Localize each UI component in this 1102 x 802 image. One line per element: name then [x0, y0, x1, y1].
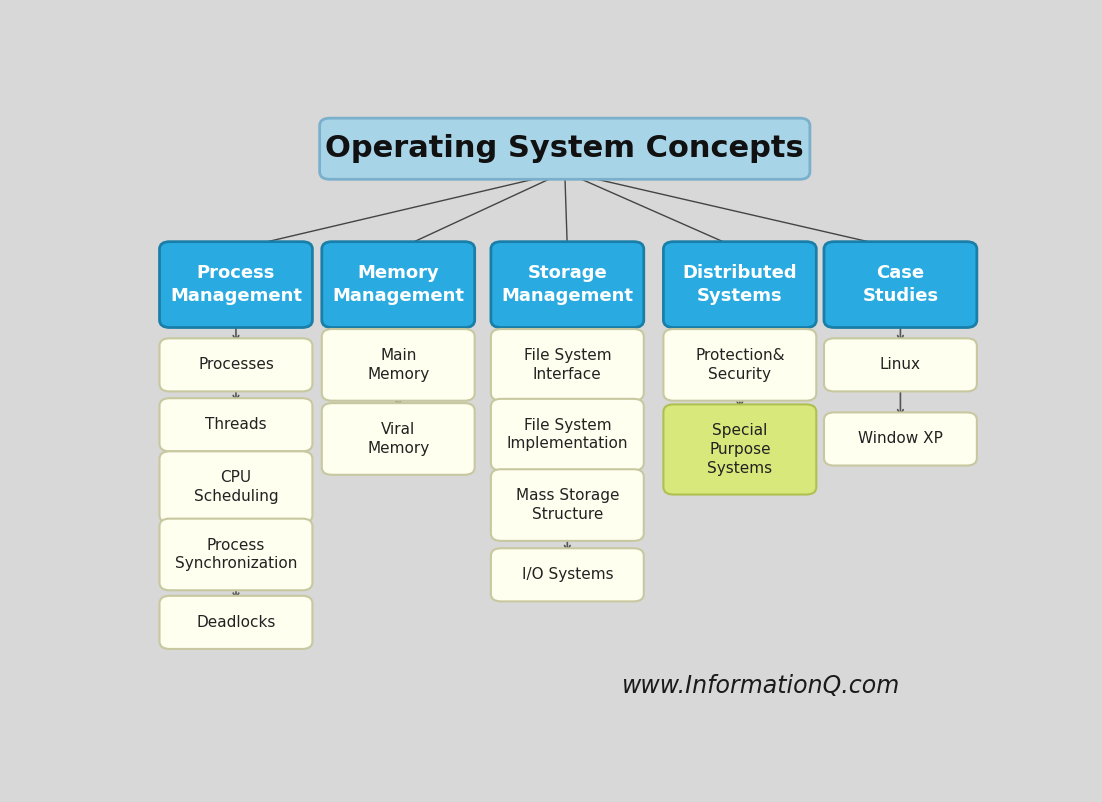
FancyBboxPatch shape — [824, 241, 976, 327]
Text: www.InformationQ.com: www.InformationQ.com — [623, 674, 900, 698]
Text: Linux: Linux — [879, 358, 921, 372]
Text: Processes: Processes — [198, 358, 274, 372]
FancyBboxPatch shape — [160, 519, 312, 590]
FancyBboxPatch shape — [490, 329, 644, 401]
FancyBboxPatch shape — [663, 329, 817, 401]
Text: Operating System Concepts: Operating System Concepts — [325, 134, 804, 164]
Text: File System
Interface: File System Interface — [523, 348, 612, 382]
FancyBboxPatch shape — [490, 241, 644, 327]
Text: Main
Memory: Main Memory — [367, 348, 430, 382]
Text: Protection&
Security: Protection& Security — [695, 348, 785, 382]
Text: I/O Systems: I/O Systems — [521, 567, 613, 582]
Text: File System
Implementation: File System Implementation — [507, 418, 628, 452]
Text: Deadlocks: Deadlocks — [196, 615, 276, 630]
Text: Process
Synchronization: Process Synchronization — [175, 537, 298, 571]
FancyBboxPatch shape — [824, 338, 976, 391]
Text: Window XP: Window XP — [858, 431, 943, 447]
FancyBboxPatch shape — [160, 452, 312, 523]
FancyBboxPatch shape — [160, 338, 312, 391]
FancyBboxPatch shape — [160, 596, 312, 649]
Text: Mass Storage
Structure: Mass Storage Structure — [516, 488, 619, 522]
FancyBboxPatch shape — [320, 118, 810, 180]
FancyBboxPatch shape — [663, 404, 817, 495]
Text: CPU
Scheduling: CPU Scheduling — [194, 470, 279, 504]
FancyBboxPatch shape — [663, 241, 817, 327]
FancyBboxPatch shape — [490, 469, 644, 541]
FancyBboxPatch shape — [160, 241, 312, 327]
FancyBboxPatch shape — [160, 399, 312, 452]
FancyBboxPatch shape — [490, 549, 644, 602]
FancyBboxPatch shape — [490, 399, 644, 471]
Text: Distributed
Systems: Distributed Systems — [682, 265, 797, 305]
FancyBboxPatch shape — [322, 403, 475, 475]
Text: Threads: Threads — [205, 417, 267, 432]
Text: Process
Management: Process Management — [170, 265, 302, 305]
FancyBboxPatch shape — [322, 329, 475, 401]
Text: Memory
Management: Memory Management — [332, 265, 464, 305]
FancyBboxPatch shape — [824, 412, 976, 465]
FancyBboxPatch shape — [322, 241, 475, 327]
Text: Viral
Memory: Viral Memory — [367, 422, 430, 456]
Text: Storage
Management: Storage Management — [501, 265, 634, 305]
Text: Special
Purpose
Systems: Special Purpose Systems — [707, 423, 773, 476]
Text: Case
Studies: Case Studies — [863, 265, 939, 305]
